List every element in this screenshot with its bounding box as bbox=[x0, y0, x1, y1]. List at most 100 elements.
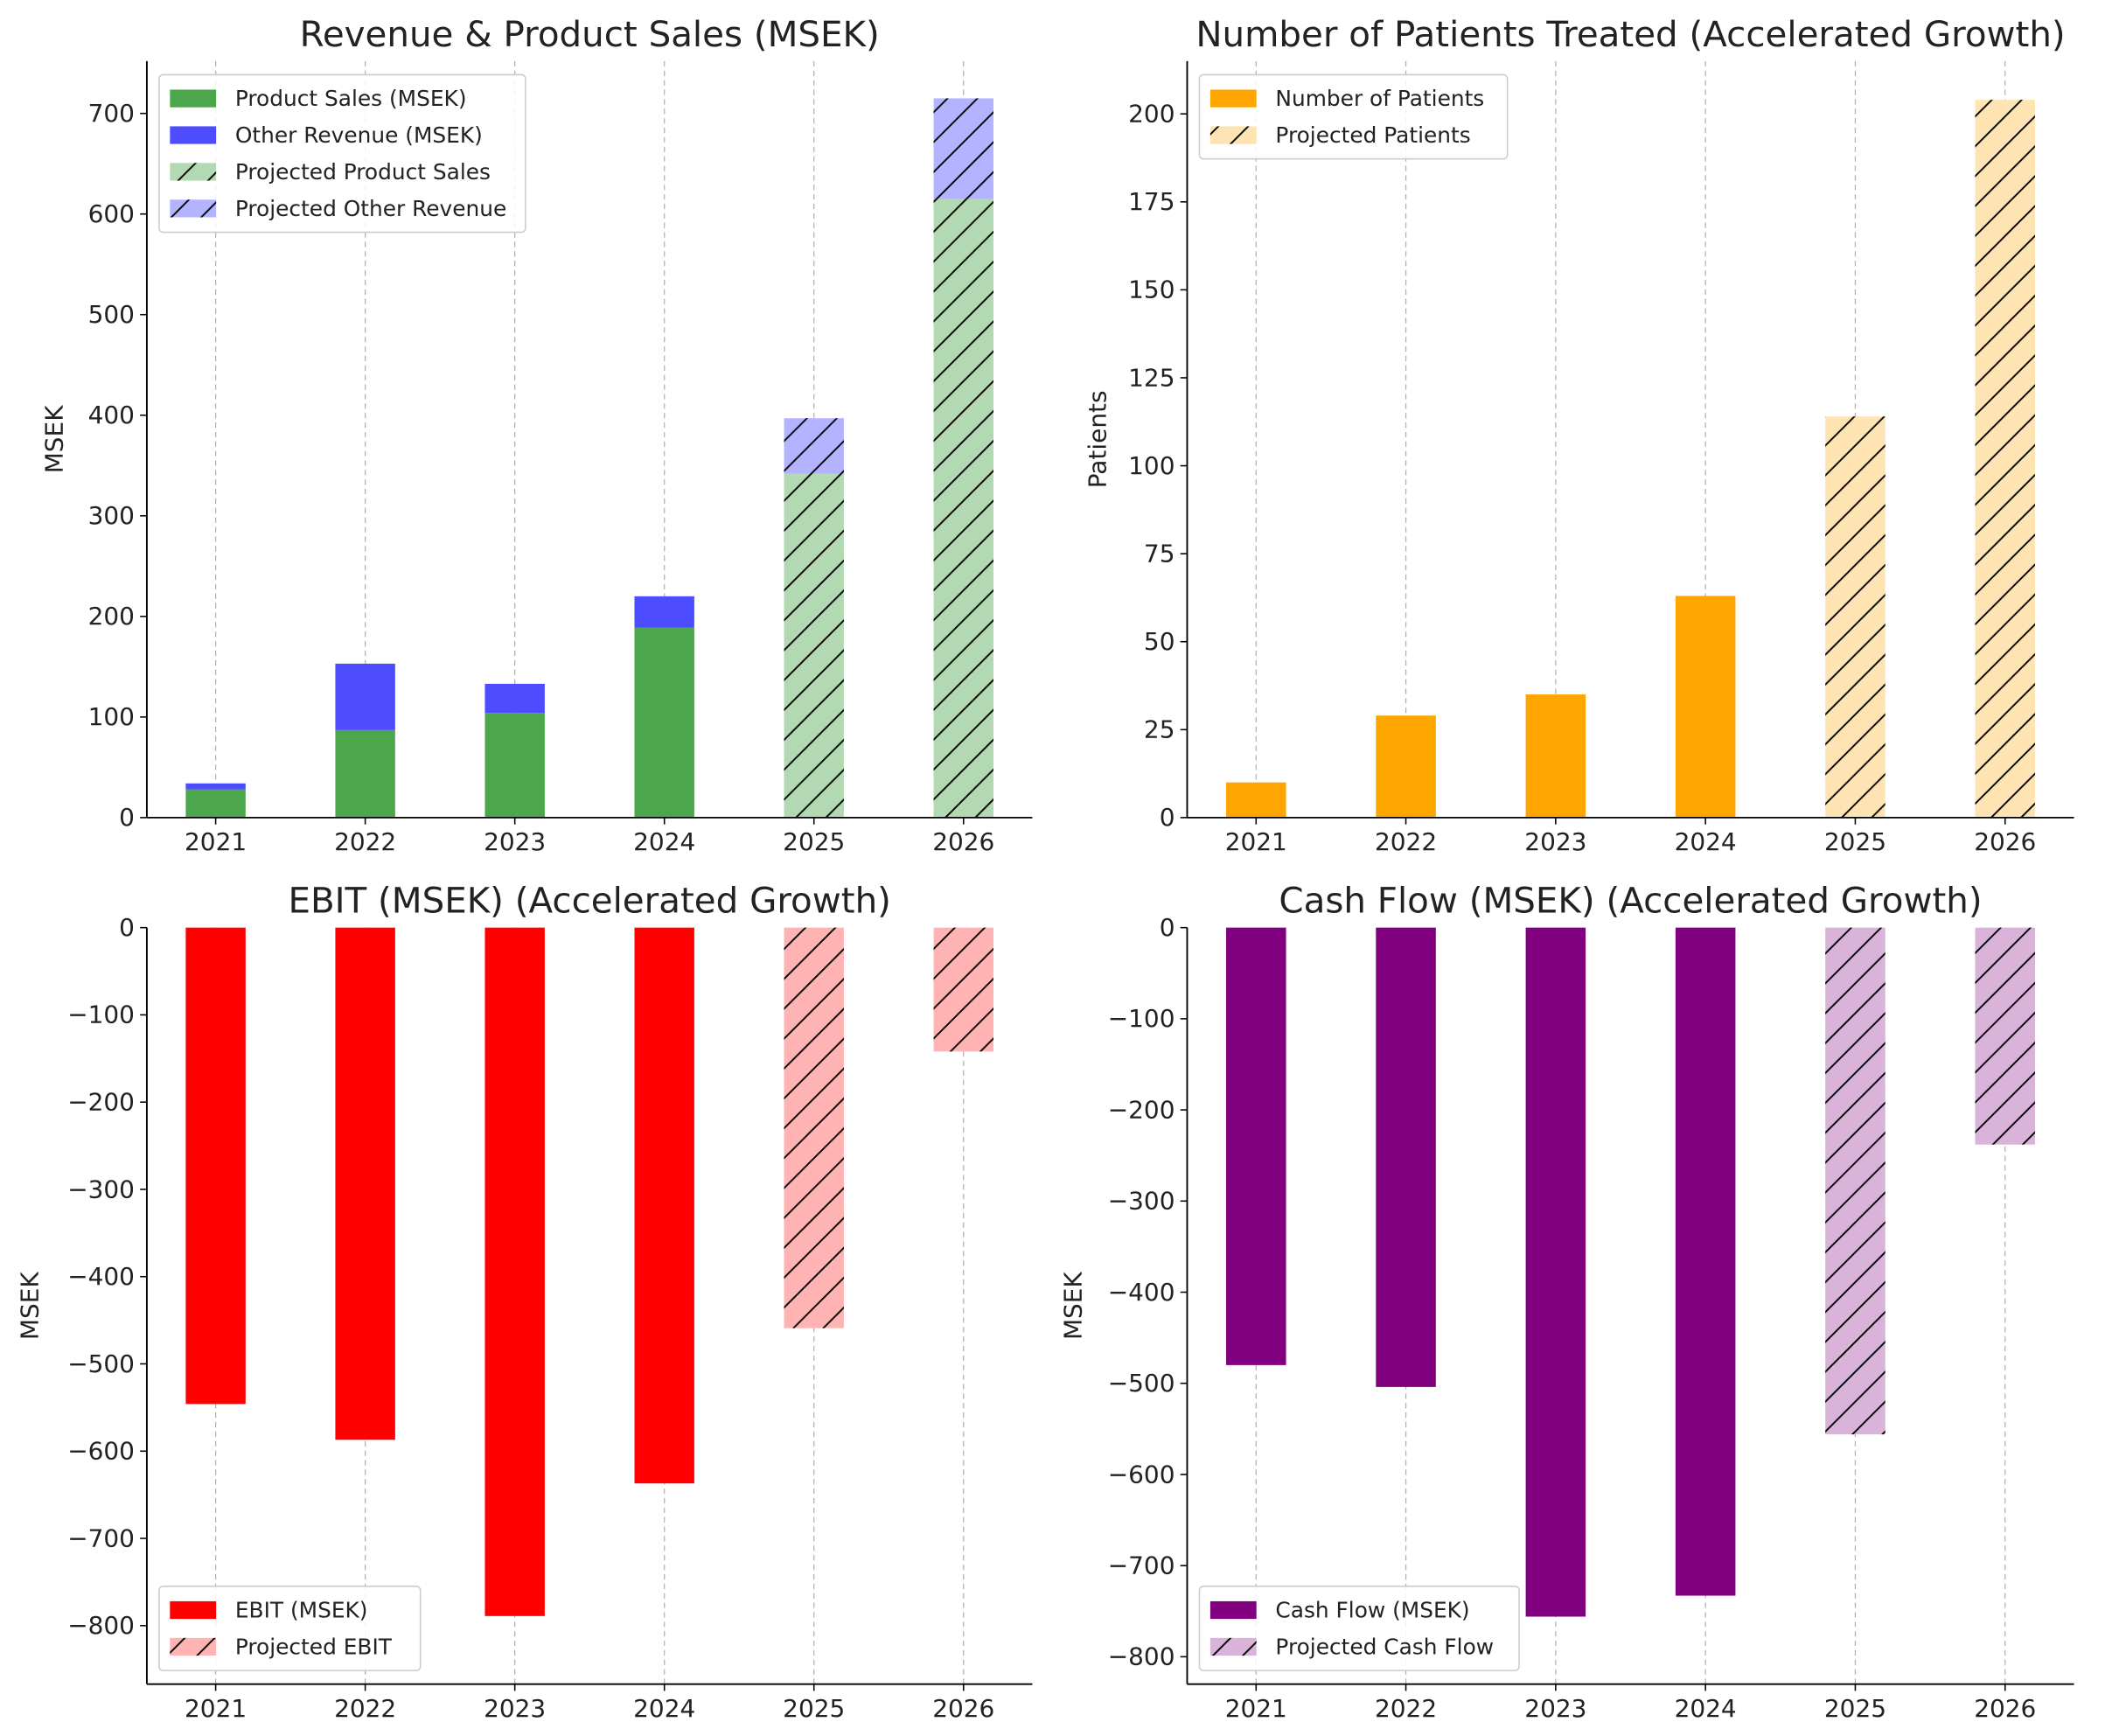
x-tick-label: 2023 bbox=[1524, 827, 1586, 856]
legend-swatch-hatch bbox=[170, 199, 217, 218]
y-tick-label: 400 bbox=[88, 401, 135, 429]
chart-title: Cash Flow (MSEK) (Accelerated Growth) bbox=[1279, 881, 1982, 922]
legend-box bbox=[1198, 73, 1509, 160]
legend-swatch bbox=[170, 1600, 217, 1620]
legend: Cash Flow (MSEK) Projected Cash Flow bbox=[1198, 1586, 1520, 1671]
bar-hatch-2025 bbox=[1825, 416, 1885, 818]
legend-label: Projected Cash Flow bbox=[1275, 1634, 1494, 1659]
x-tick-label: 2021 bbox=[1225, 1694, 1287, 1723]
bar-2022 bbox=[335, 663, 395, 730]
legend-box bbox=[1198, 1586, 1520, 1671]
chart-panel-1: 2021 2022 2023 2024 2025 2026 0 100 200 300 400 500… bbox=[40, 14, 1033, 856]
y-axis-label: MSEK bbox=[40, 405, 69, 473]
bar-hatch-2026 bbox=[1975, 927, 2036, 1145]
legend-box bbox=[158, 1586, 422, 1671]
bar-2023 bbox=[1525, 927, 1586, 1617]
x-tick-label: 2022 bbox=[1375, 1694, 1437, 1723]
legend-box bbox=[158, 73, 526, 234]
chart-panel-4: 2021 2022 2023 2024 2025 2026 0 −100 −200 −300 −40… bbox=[1058, 881, 2074, 1723]
bar-2022 bbox=[1376, 715, 1436, 818]
chart-panel-3: 2021 2022 2023 2024 2025 2026 0 −100 −200 −300 −40… bbox=[16, 881, 1033, 1723]
legend-swatch bbox=[170, 126, 217, 144]
bar-2023 bbox=[484, 927, 545, 1616]
x-tick-label: 2022 bbox=[334, 827, 396, 856]
y-tick-label: 300 bbox=[88, 501, 135, 530]
y-tick-label: −100 bbox=[67, 1000, 135, 1029]
chart-title: EBIT (MSEK) (Accelerated Growth) bbox=[288, 881, 890, 922]
y-tick-label: 50 bbox=[1144, 627, 1175, 656]
bar-2023 bbox=[484, 683, 545, 714]
x-tick-label: 2021 bbox=[185, 1694, 247, 1723]
y-tick-label: −800 bbox=[1108, 1642, 1175, 1671]
chart-title: Revenue & Product Sales (MSEK) bbox=[300, 14, 880, 55]
y-tick-label: 125 bbox=[1128, 363, 1175, 392]
x-tick-label: 2025 bbox=[783, 827, 845, 856]
y-tick-label: 200 bbox=[1128, 100, 1175, 129]
y-tick-label: −300 bbox=[67, 1175, 135, 1203]
bar-2022 bbox=[335, 927, 395, 1440]
y-tick-label: −700 bbox=[1108, 1551, 1175, 1579]
legend-label: EBIT (MSEK) bbox=[235, 1598, 368, 1623]
legend-label: Projected Patients bbox=[1275, 122, 1470, 148]
bar-2022 bbox=[1376, 927, 1436, 1387]
bar-hatch-2026 bbox=[1975, 100, 2036, 818]
bar-2021 bbox=[1226, 782, 1286, 818]
x-tick-label: 2023 bbox=[484, 827, 546, 856]
bar-hatch-2026 bbox=[933, 199, 993, 818]
y-tick-label: 100 bbox=[88, 702, 135, 731]
x-tick-label: 2024 bbox=[633, 827, 695, 856]
legend: EBIT (MSEK) Projected EBIT bbox=[158, 1586, 422, 1671]
x-tick-label: 2024 bbox=[1675, 1694, 1737, 1723]
y-tick-label: −100 bbox=[1108, 1004, 1175, 1033]
bar-hatch-2025 bbox=[784, 473, 844, 818]
bar-hatch-2025 bbox=[784, 418, 844, 474]
y-tick-label: 0 bbox=[1160, 803, 1175, 832]
legend-swatch-hatch bbox=[1209, 126, 1257, 144]
legend-label: Other Revenue (MSEK) bbox=[235, 122, 483, 148]
y-tick-label: 0 bbox=[119, 803, 135, 832]
legend-swatch-hatch bbox=[170, 163, 217, 181]
y-tick-label: −500 bbox=[67, 1349, 135, 1378]
legend-label: Projected EBIT bbox=[235, 1634, 393, 1659]
bar-2023 bbox=[484, 713, 545, 818]
x-tick-label: 2026 bbox=[932, 827, 994, 856]
bar-2022 bbox=[335, 729, 395, 818]
x-tick-label: 2025 bbox=[1824, 827, 1886, 856]
legend-label: Number of Patients bbox=[1275, 86, 1484, 111]
y-tick-label: −400 bbox=[1108, 1278, 1175, 1307]
bar-hatch-2026 bbox=[933, 98, 993, 199]
bar-2021 bbox=[185, 927, 246, 1405]
y-axis-label: Patients bbox=[1083, 390, 1112, 488]
bar-hatch-2025 bbox=[1825, 927, 1885, 1435]
x-tick-label: 2022 bbox=[1375, 827, 1437, 856]
y-tick-label: −800 bbox=[67, 1611, 135, 1640]
bar-2023 bbox=[1525, 694, 1586, 818]
y-tick-label: −200 bbox=[67, 1088, 135, 1117]
y-tick-label: 100 bbox=[1128, 451, 1175, 480]
legend-swatch-hatch bbox=[1209, 1637, 1257, 1656]
x-tick-label: 2025 bbox=[783, 1694, 845, 1723]
legend-swatch bbox=[170, 89, 217, 108]
x-tick-label: 2026 bbox=[932, 1694, 994, 1723]
y-tick-label: −500 bbox=[1108, 1369, 1175, 1398]
chart-title: Number of Patients Treated (Accelerated … bbox=[1195, 14, 2065, 55]
chart-panel-2: 2021 2022 2023 2024 2025 2026 0 25 50 75 100 125 150… bbox=[1083, 14, 2074, 856]
legend: Product Sales (MSEK) Other Revenue (MSEK)… bbox=[158, 73, 526, 234]
legend-swatch bbox=[1209, 1600, 1257, 1620]
legend-swatch-hatch bbox=[170, 1637, 217, 1656]
x-tick-label: 2024 bbox=[633, 1694, 695, 1723]
bar-hatch-2026 bbox=[933, 927, 993, 1052]
legend-label: Projected Product Sales bbox=[235, 159, 491, 185]
y-tick-label: 75 bbox=[1144, 539, 1175, 568]
y-tick-label: −300 bbox=[1108, 1187, 1175, 1216]
legend: Number of Patients Projected Patients bbox=[1198, 73, 1509, 160]
y-tick-label: 0 bbox=[1160, 913, 1175, 942]
y-axis-label: MSEK bbox=[16, 1272, 45, 1340]
bar-2024 bbox=[1675, 596, 1736, 818]
legend-label: Product Sales (MSEK) bbox=[235, 86, 467, 111]
x-tick-label: 2023 bbox=[484, 1694, 546, 1723]
y-tick-label: 600 bbox=[88, 199, 135, 228]
legend-swatch bbox=[1209, 89, 1257, 108]
